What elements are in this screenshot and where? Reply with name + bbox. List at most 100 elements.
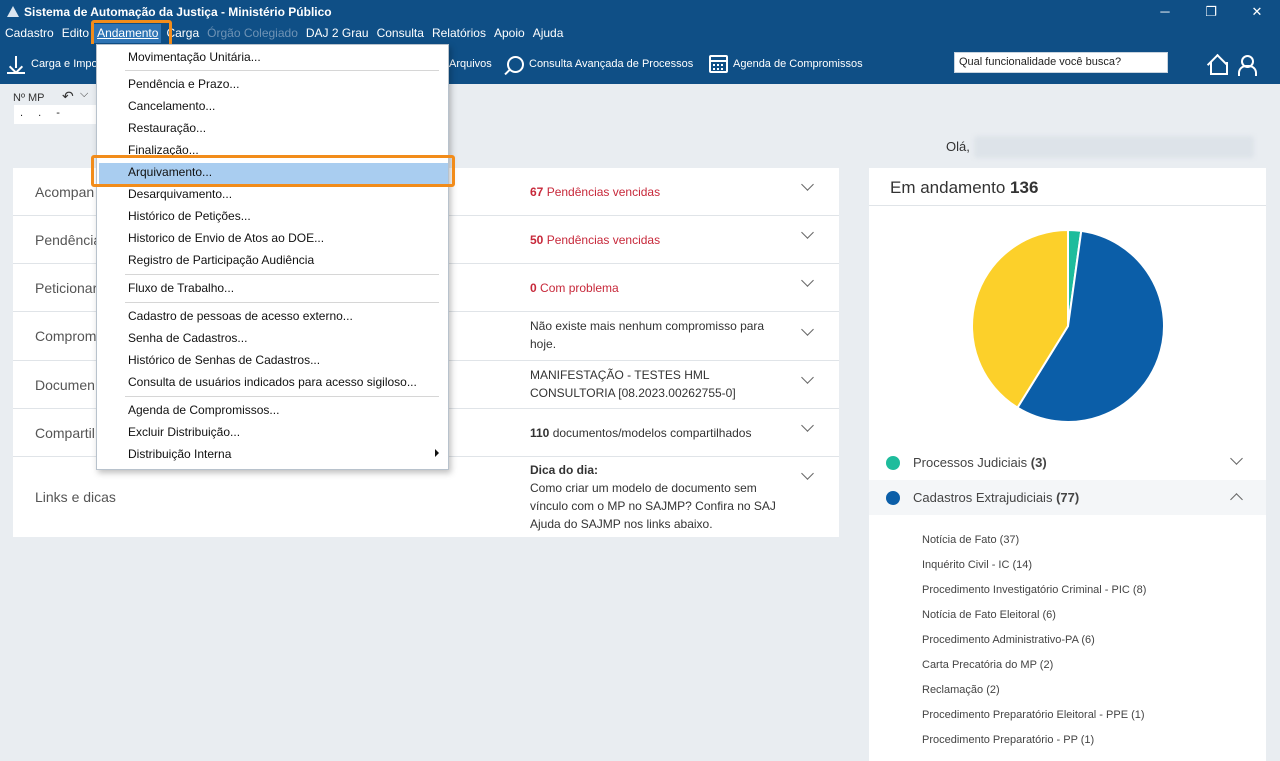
legend-label: Cadastros Extrajudiciais (77) <box>913 490 1080 505</box>
list-item[interactable]: Procedimento Preparatório - PP (1) <box>922 734 1095 746</box>
agenda-label: Agenda de Compromissos <box>733 58 863 70</box>
pie-chart <box>971 229 1165 423</box>
menu-separator <box>125 396 439 397</box>
menu-daj-2-grau[interactable]: DAJ 2 Grau <box>305 26 369 40</box>
home-icon[interactable] <box>1207 54 1228 75</box>
chevron-down-icon[interactable] <box>801 469 815 483</box>
users-icon[interactable] <box>1238 54 1260 76</box>
list-item[interactable]: Reclamação (2) <box>922 684 1000 696</box>
legend-label: Processos Judiciais (3) <box>913 455 1047 470</box>
list-item[interactable]: Procedimento Preparatório Eleitoral - PP… <box>922 709 1145 721</box>
row-label: Acompan <box>35 184 95 200</box>
row-value: 50 Pendências vencidas <box>530 233 661 247</box>
carga-label: Carga e Impo <box>31 58 98 70</box>
chevron-down-icon[interactable] <box>1230 454 1244 468</box>
menu-separator <box>125 274 439 275</box>
menu-andamento[interactable]: Andamento <box>94 24 162 43</box>
close-button[interactable]: ✕ <box>1251 3 1263 19</box>
pie-slice-1 <box>1016 229 1165 423</box>
menu-item-historico-peticoes[interactable]: Histórico de Petições... <box>128 209 251 223</box>
andamento-dropdown-menu: Movimentação Unitária... Pendência e Pra… <box>96 44 449 470</box>
mp-number-input[interactable]: . . - <box>14 105 100 124</box>
menu-item-excluir-distribuicao[interactable]: Excluir Distribuição... <box>128 425 241 439</box>
menu-consulta[interactable]: Consulta <box>376 26 424 40</box>
list-item[interactable]: Carta Precatória do MP (2) <box>922 659 1054 671</box>
pie-slice-2 <box>971 229 1069 409</box>
menu-apoio[interactable]: Apoio <box>493 26 525 40</box>
menu-cadastro[interactable]: Cadastro <box>5 26 54 40</box>
row-label: Documen <box>35 377 95 393</box>
row-value: Dica do dia: Como criar um modelo de doc… <box>530 461 780 533</box>
menu-item-usuarios-sigiloso[interactable]: Consulta de usuários indicados para aces… <box>128 375 417 389</box>
consulta-avancada-button[interactable]: Consulta Avançada de Processos <box>507 44 693 84</box>
menu-item-registro-audiencia[interactable]: Registro de Participação Audiência <box>128 253 315 267</box>
menu-item-arquivamento[interactable]: Arquivamento... <box>128 165 213 179</box>
submenu-arrow-icon <box>435 449 439 457</box>
legend-processos-judiciais[interactable]: Processos Judiciais (3) <box>869 445 1266 480</box>
chevron-down-icon[interactable] <box>801 180 815 194</box>
tip-title: Dica do dia: <box>530 463 599 477</box>
list-item[interactable]: Notícia de Fato (37) <box>922 534 1020 546</box>
mp-search-area: Nº MP ↶ ⌵ . . - <box>0 84 1280 130</box>
menu-item-pendencia-prazo[interactable]: Pendência e Prazo... <box>128 77 240 91</box>
menu-relatorios[interactable]: Relatórios <box>431 26 486 40</box>
agenda-button[interactable]: Agenda de Compromissos <box>709 44 863 84</box>
menu-item-distribuicao-interna[interactable]: Distribuição Interna <box>128 447 232 461</box>
carga-button[interactable]: Carga e Impo <box>6 44 98 84</box>
row-value: 110 documentos/modelos compartilhados <box>530 426 752 440</box>
menu-orgao-colegiado: Órgão Colegiado <box>207 26 298 40</box>
legend-dot <box>886 491 900 505</box>
mp-label: Nº MP <box>13 92 45 104</box>
menu-highlight-box <box>91 20 172 47</box>
arquivos-button[interactable]: Arquivos <box>449 44 492 84</box>
tip-text: Como criar um modelo de documento sem ví… <box>530 481 776 531</box>
menu-item-historico-senhas[interactable]: Histórico de Senhas de Cadastros... <box>128 353 321 367</box>
minimize-button[interactable]: ─ <box>1160 4 1170 19</box>
user-name-blurred <box>974 136 1254 158</box>
chevron-down-icon[interactable] <box>801 421 815 435</box>
menu-item-cadastro-acesso-externo[interactable]: Cadastro de pessoas de acesso externo... <box>128 309 353 323</box>
row-label: Comprom <box>35 328 97 344</box>
chevron-down-icon[interactable] <box>801 228 815 242</box>
row-value: 0 Com problema <box>530 281 619 295</box>
menu-separator <box>125 70 439 71</box>
window-title: Sistema de Automação da Justiça - Minist… <box>24 4 332 19</box>
row-label: Compartil <box>35 425 95 441</box>
menu-carga[interactable]: Carga <box>166 26 200 40</box>
menu-item-cancelamento[interactable]: Cancelamento... <box>128 99 216 113</box>
search-icon <box>507 55 524 73</box>
menu-item-desarquivamento[interactable]: Desarquivamento... <box>128 187 233 201</box>
chevron-down-icon[interactable]: ⌵ <box>80 88 89 100</box>
row-label: Pendência <box>35 232 102 248</box>
functionality-search-input[interactable]: Qual funcionalidade você busca? <box>954 52 1168 73</box>
menu-item-envio-atos-doe[interactable]: Historico de Envio de Atos ao DOE... <box>128 231 325 245</box>
list-item[interactable]: Procedimento Investigatório Criminal - P… <box>922 584 1147 596</box>
restore-button[interactable]: ❐ <box>1205 3 1217 19</box>
menu-editor[interactable]: Edito <box>61 26 90 40</box>
chevron-down-icon[interactable] <box>801 325 815 339</box>
menu-item-finalizacao[interactable]: Finalização... <box>128 143 199 157</box>
chevron-down-icon[interactable] <box>801 373 815 387</box>
menu-item-senha-cadastros[interactable]: Senha de Cadastros... <box>128 331 248 345</box>
selected-item-background <box>99 163 448 184</box>
row-links-dicas[interactable]: Links e dicas Dica do dia: Como criar um… <box>13 457 839 537</box>
panel-header: Em andamento 136 <box>869 168 1266 206</box>
legend-cadastros-extrajudiciais[interactable]: Cadastros Extrajudiciais (77) <box>869 480 1266 515</box>
menu-item-agenda-compromissos[interactable]: Agenda de Compromissos... <box>128 403 280 417</box>
arquivamento-highlight-box <box>91 155 455 187</box>
menu-item-movimentacao-unitaria[interactable]: Movimentação Unitária... <box>128 50 261 64</box>
menu-item-fluxo-trabalho[interactable]: Fluxo de Trabalho... <box>128 281 235 295</box>
row-value: Não existe mais nenhum compromisso para … <box>530 319 765 351</box>
list-item[interactable]: Inquérito Civil - IC (14) <box>922 559 1033 571</box>
chevron-down-icon[interactable] <box>801 276 815 290</box>
menu-ajuda[interactable]: Ajuda <box>532 26 564 40</box>
list-item[interactable]: Procedimento Administrativo-PA (6) <box>922 634 1095 646</box>
chevron-up-icon[interactable] <box>1230 489 1244 503</box>
em-andamento-panel: Em andamento 136 Processos Judiciais (3)… <box>869 168 1266 761</box>
panel-title: Em andamento 136 <box>890 178 1039 197</box>
menu-item-restauracao[interactable]: Restauração... <box>128 121 207 135</box>
undo-icon[interactable]: ↶ <box>62 88 74 104</box>
title-bar: Sistema de Automação da Justiça - Minist… <box>0 0 1280 23</box>
row-value: 67 Pendências vencidas <box>530 185 661 199</box>
list-item[interactable]: Notícia de Fato Eleitoral (6) <box>922 609 1056 621</box>
